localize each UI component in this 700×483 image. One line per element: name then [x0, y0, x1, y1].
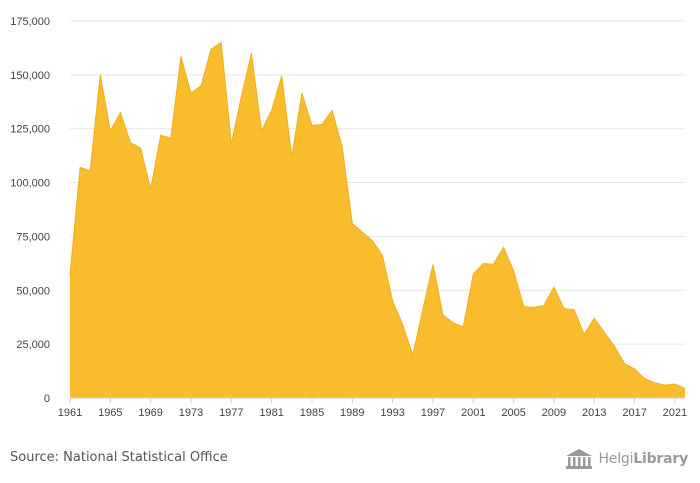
brand-name: HelgiLibrary	[598, 451, 688, 467]
area-series	[70, 42, 685, 398]
x-tick-label: 2005	[501, 407, 525, 419]
x-tick-label: 1965	[98, 407, 122, 419]
library-building-icon	[566, 449, 593, 469]
x-tick-label: 2021	[663, 407, 687, 419]
area-series-line	[69, 41, 686, 389]
x-tick-label: 1989	[340, 407, 364, 419]
x-tick-label: 1973	[179, 407, 203, 419]
y-tick-label: 75,000	[16, 231, 50, 243]
x-tick-label: 1977	[219, 407, 243, 419]
y-tick-label: 150,000	[10, 70, 50, 82]
y-tick-label: 175,000	[10, 16, 50, 28]
chart: 0 25,000 50,000 75,000 100,000 125,000 150,000…	[10, 16, 687, 419]
x-tick-label: 2009	[542, 407, 566, 419]
x-tick-label: 1969	[138, 407, 162, 419]
x-tick-label: 1993	[380, 407, 404, 419]
x-tick-label: 1997	[421, 407, 445, 419]
x-tick-label: 2017	[622, 407, 646, 419]
y-tick-label: 25,000	[16, 339, 50, 351]
x-tick-label: 2013	[582, 407, 606, 419]
x-tick-label: 1985	[300, 407, 324, 419]
brand-logo[interactable]: HelgiLibrary	[565, 446, 688, 472]
y-axis: 0 25,000 50,000 75,000 100,000 125,000 150,000…	[10, 16, 50, 405]
y-tick-label: 50,000	[16, 285, 50, 297]
footer: Source: National Statistical Office Helg…	[0, 440, 700, 483]
x-tick-label: 2001	[461, 407, 485, 419]
x-axis: 1961 1965 1969 1973 1977 1981 1985 1989 1993 1997…	[58, 398, 687, 419]
y-tick-label: 125,000	[10, 124, 50, 136]
x-tick-label: 1981	[259, 407, 283, 419]
y-tick-label: 0	[44, 393, 50, 405]
y-tick-label: 100,000	[10, 178, 50, 190]
source-note: Source: National Statistical Office	[10, 450, 228, 465]
x-tick-label: 1961	[58, 407, 82, 419]
